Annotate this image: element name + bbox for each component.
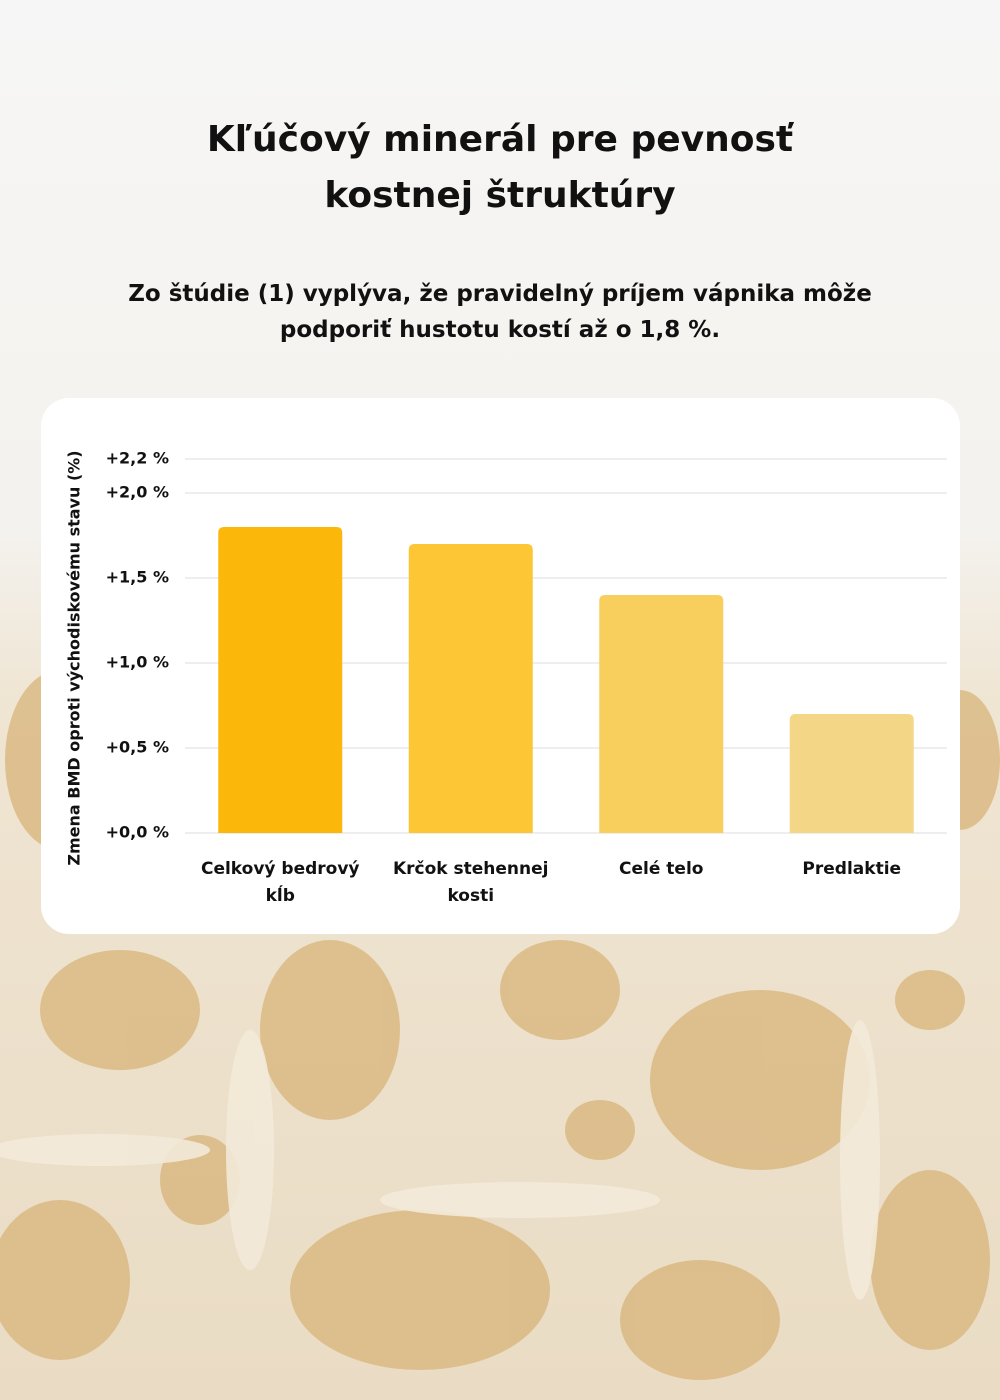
bar bbox=[789, 714, 914, 833]
bar bbox=[599, 595, 724, 833]
subtitle: Zo štúdie (1) vyplýva, že pravidelný prí… bbox=[128, 281, 872, 343]
x-tick-label: Krčok stehennej kosti bbox=[392, 859, 549, 906]
y-tick-label: +0,5 % bbox=[106, 738, 169, 757]
y-tick-label: +1,0 % bbox=[106, 653, 169, 672]
bar bbox=[408, 544, 533, 833]
y-tick-label: +0,0 % bbox=[106, 823, 169, 842]
x-tick-label: Predlaktie bbox=[802, 859, 902, 879]
title: Kľúčový minerál pre pevnosť kostnej štru… bbox=[206, 119, 794, 216]
y-tick-label: +2,2 % bbox=[106, 449, 169, 468]
y-tick-label: +1,5 % bbox=[106, 568, 169, 587]
y-tick-label: +2,0 % bbox=[106, 483, 169, 502]
bar bbox=[218, 527, 343, 833]
x-tick-label: Celkový bedrový kĺb bbox=[200, 859, 360, 906]
y-axis-label: Zmena BMD oproti východiskovému stavu (%… bbox=[65, 450, 84, 865]
x-tick-label: Celé telo bbox=[619, 859, 704, 879]
